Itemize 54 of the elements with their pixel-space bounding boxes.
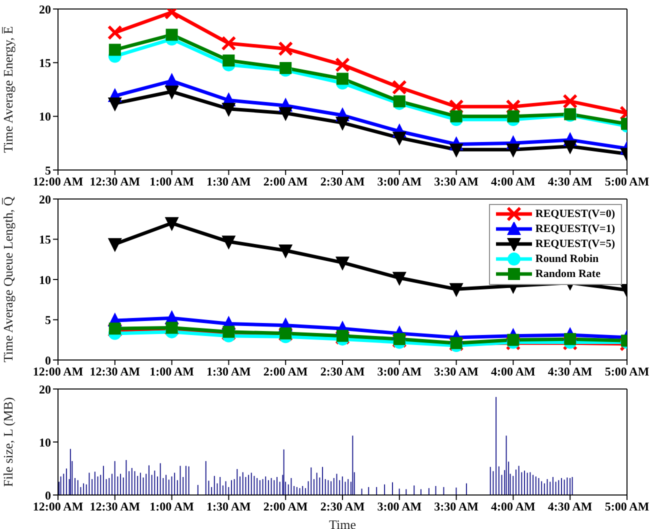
x-tick-label: 4:00 AM — [491, 500, 536, 514]
x-tick-label: 4:00 AM — [491, 174, 536, 189]
x-tick-label: 5:00 AM — [604, 174, 650, 189]
y-tick-label: 20 — [39, 2, 51, 16]
y-tick-label: 0 — [45, 353, 51, 368]
y-tick-label: 5 — [45, 313, 51, 328]
x-tick-label: 2:00 AM — [263, 364, 308, 379]
x-tick-label: 12:00 AM — [32, 364, 84, 379]
y-tick-label: 10 — [39, 110, 51, 124]
x-tick-label: 2:30 AM — [320, 364, 365, 379]
legend-label: Round Robin — [535, 253, 599, 265]
x-tick-label: 4:30 AM — [548, 364, 592, 379]
x-tick-label: 12:00 AM — [32, 174, 84, 189]
x-axis-title: Time — [329, 517, 356, 529]
x-tick-label: 1:30 AM — [206, 174, 251, 189]
x-tick-label: 12:30 AM — [90, 174, 140, 189]
y-tick-label: 15 — [39, 232, 51, 247]
x-tick-label: 4:30 AM — [548, 500, 592, 514]
y-tick-label: 10 — [39, 435, 51, 450]
y-tick-label: 10 — [39, 272, 51, 287]
x-tick-label: 12:00 AM — [32, 500, 84, 514]
x-tick-label: 1:00 AM — [150, 364, 194, 379]
x-tick-label: 3:30 AM — [434, 500, 478, 514]
y-tick-label: 5 — [45, 163, 51, 178]
y-tick-label: 20 — [39, 382, 51, 396]
x-tick-label: 12:30 AM — [90, 500, 140, 514]
x-tick-label: 2:00 AM — [263, 500, 308, 514]
x-tick-label: 3:30 AM — [434, 174, 478, 189]
x-tick-label: 1:00 AM — [150, 174, 194, 189]
x-tick-label: 1:30 AM — [206, 364, 251, 379]
x-tick-label: 3:00 AM — [377, 364, 422, 379]
legend-label: REQUEST(V=0) — [535, 208, 615, 220]
x-tick-label: 1:30 AM — [206, 500, 251, 514]
x-tick-label: 3:30 AM — [434, 364, 478, 379]
x-tick-label: 2:30 AM — [320, 500, 365, 514]
x-tick-label: 2:00 AM — [263, 174, 308, 189]
y-tick-label: 20 — [39, 192, 51, 206]
x-tick-label: 5:00 AM — [604, 500, 650, 514]
legend-label: REQUEST(V=1) — [535, 223, 615, 235]
x-tick-label: 1:00 AM — [150, 500, 194, 514]
legend-label: Random Rate — [535, 268, 600, 280]
y-tick-label: 15 — [39, 56, 51, 70]
legend-label: REQUEST(V=5) — [535, 238, 615, 250]
x-tick-label: 3:00 AM — [377, 174, 422, 189]
x-tick-label: 5:00 AM — [604, 364, 650, 379]
y-axis-title: File size, L (MB) — [0, 397, 16, 487]
y-axis-title: Time Average Queue Length, Q̅ — [0, 196, 16, 362]
y-tick-label: 0 — [45, 488, 51, 502]
x-tick-label: 12:30 AM — [90, 364, 140, 379]
y-axis-title: Time Average Energy, E̅ — [0, 26, 16, 153]
x-tick-label: 2:30 AM — [320, 174, 365, 189]
x-tick-label: 3:00 AM — [377, 500, 422, 514]
x-tick-label: 4:00 AM — [491, 364, 536, 379]
x-tick-label: 4:30 AM — [548, 174, 592, 189]
